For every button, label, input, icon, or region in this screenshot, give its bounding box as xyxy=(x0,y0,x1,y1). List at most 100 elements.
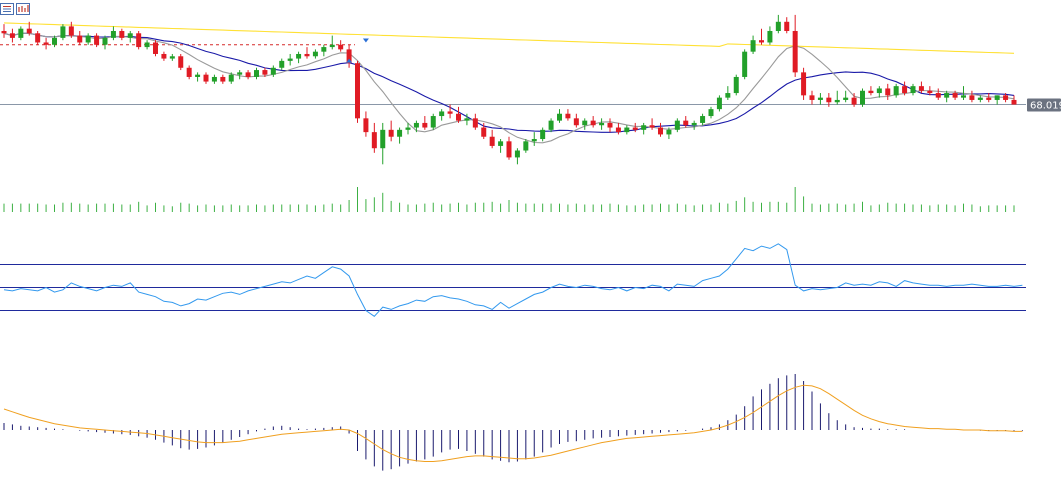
candle-body xyxy=(296,53,302,59)
candle-body xyxy=(26,28,32,34)
candle-body xyxy=(573,118,579,126)
buy-arrow-icon xyxy=(346,58,353,63)
candle-body xyxy=(935,93,941,98)
candle-body xyxy=(363,118,369,133)
candle-body xyxy=(599,122,605,126)
candle-body xyxy=(716,97,722,110)
candle-body xyxy=(918,86,924,91)
candle-body xyxy=(607,122,613,128)
candle-body xyxy=(666,129,672,135)
price-tag-box xyxy=(1027,98,1061,112)
candle-body xyxy=(312,51,318,57)
candle-body xyxy=(153,42,158,54)
candle-body xyxy=(110,30,116,38)
candle-body xyxy=(548,120,554,130)
candle-body xyxy=(540,129,546,140)
candle-body xyxy=(94,35,100,45)
candle-body xyxy=(885,88,891,96)
candle-body xyxy=(439,111,445,117)
candle-body xyxy=(615,127,621,133)
candle-body xyxy=(994,95,1000,100)
candle-body xyxy=(329,44,335,48)
candle-body xyxy=(784,21,790,31)
candle-body xyxy=(161,53,167,59)
candle-body xyxy=(641,125,647,130)
candle-body xyxy=(355,63,360,119)
candle-body xyxy=(658,127,663,135)
candle-body xyxy=(456,113,461,121)
candle-body xyxy=(557,113,562,121)
candle-body xyxy=(144,42,150,48)
candle-body xyxy=(371,132,377,149)
candle-body xyxy=(910,86,916,94)
candle-body xyxy=(565,113,571,119)
candle-body xyxy=(902,86,908,94)
candle-body xyxy=(506,141,512,158)
candle-body xyxy=(977,97,983,100)
candle-body xyxy=(18,28,24,38)
candle-body xyxy=(834,99,840,103)
candle-body xyxy=(9,33,15,38)
candle-body xyxy=(691,122,697,126)
candle-body xyxy=(195,74,201,77)
candle-body xyxy=(220,76,226,82)
candle-body xyxy=(77,35,83,43)
candle-body xyxy=(422,122,428,128)
candle-body xyxy=(464,118,470,121)
candle-body xyxy=(237,72,243,75)
candle-body xyxy=(127,33,133,38)
candle-body xyxy=(775,21,781,31)
candle-body xyxy=(430,116,436,128)
candle-body xyxy=(725,93,731,98)
candle-body xyxy=(514,150,520,158)
candle-body xyxy=(169,56,175,59)
candle-body xyxy=(1011,99,1017,105)
candle-body xyxy=(35,33,41,43)
candle-body xyxy=(767,30,773,43)
candle-body xyxy=(211,76,217,82)
candle-body xyxy=(674,120,680,130)
candle-body xyxy=(893,86,899,96)
candle-body xyxy=(102,37,108,45)
candle-body xyxy=(700,116,706,123)
chart-settings-icon[interactable] xyxy=(16,3,30,15)
candle-body xyxy=(304,53,310,57)
candle-body xyxy=(270,67,276,75)
candle-body xyxy=(876,88,882,94)
candle-body xyxy=(178,56,184,68)
candle-body xyxy=(683,120,689,126)
chart-toolbar xyxy=(0,3,30,15)
candle-body xyxy=(43,42,49,45)
candle-body xyxy=(203,74,209,82)
candle-body xyxy=(632,127,638,130)
candle-body xyxy=(346,49,352,64)
candle-body xyxy=(338,44,344,50)
candle-body xyxy=(287,58,293,61)
candle-body xyxy=(986,97,992,100)
candle-body xyxy=(472,118,478,128)
candle-body xyxy=(649,125,655,128)
candle-body xyxy=(927,90,933,94)
candle-body xyxy=(262,70,268,75)
current-price-label: 68.019 xyxy=(1030,101,1062,112)
one-click-trading-icon[interactable] xyxy=(0,3,14,15)
candle-body xyxy=(868,90,874,94)
candle-body xyxy=(186,67,192,77)
candle-body xyxy=(961,95,966,98)
candle-body xyxy=(498,141,504,146)
candle-body xyxy=(413,122,419,128)
ma-slow-line xyxy=(3,22,1015,54)
candle-body xyxy=(52,37,57,45)
candle-body xyxy=(1,30,7,34)
candle-body xyxy=(733,76,739,94)
candle-body xyxy=(708,109,714,117)
candle-body xyxy=(254,70,259,77)
candle-body xyxy=(801,72,807,96)
candle-body xyxy=(380,129,386,149)
candle-body xyxy=(489,136,495,146)
candle-body xyxy=(119,30,125,38)
candle-body xyxy=(481,127,487,137)
candle-body xyxy=(85,35,91,43)
candle-body xyxy=(843,97,849,100)
